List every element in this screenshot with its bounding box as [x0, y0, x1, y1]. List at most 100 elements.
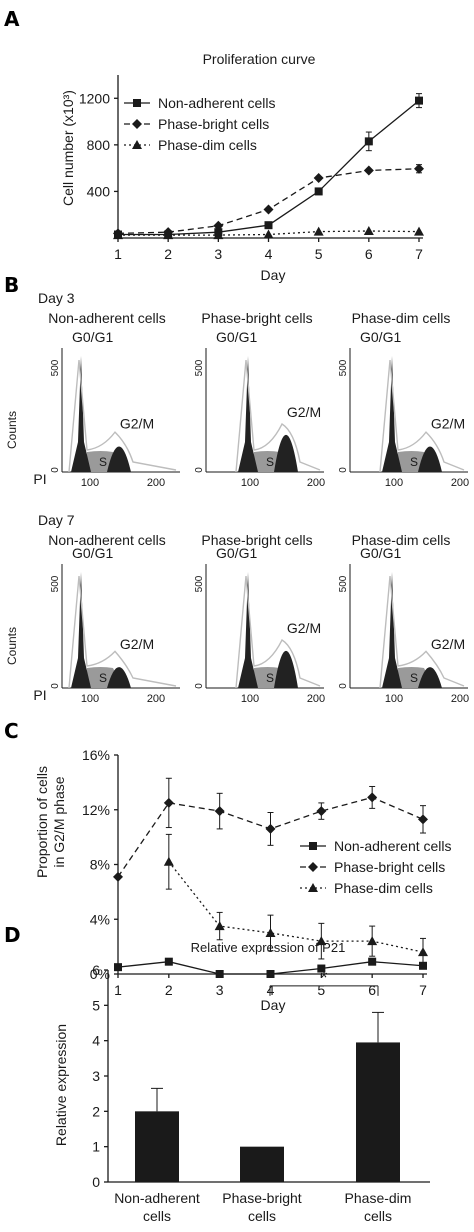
histogram-title: Phase-bright cells — [201, 532, 312, 548]
hist-xtick-label: 200 — [147, 477, 165, 489]
x-tick-label: 7 — [415, 246, 423, 262]
x-tick-label: 1 — [114, 246, 122, 262]
fit-outline — [379, 359, 465, 473]
s-label: S — [410, 455, 418, 469]
y-tick-label: 2 — [92, 1103, 100, 1119]
y-tick-label: 6 — [92, 962, 100, 978]
y-tick-label: 4% — [90, 911, 110, 927]
data-point-square — [215, 970, 224, 978]
g0g1-peak — [238, 356, 258, 472]
legend-label-1: Non-adherent cells — [158, 95, 276, 111]
data-point-triangle — [313, 226, 324, 236]
data-point-diamond — [414, 163, 424, 174]
hist-ylabel: Counts — [5, 627, 19, 665]
x-tick-label: 3 — [216, 982, 224, 998]
chart-d-title: Relative expression of P21 — [191, 940, 346, 955]
s-label: S — [410, 671, 418, 685]
fit-outline — [68, 359, 177, 473]
x-tick-label: 6 — [368, 982, 376, 998]
y-tick-label: 12% — [82, 802, 110, 818]
chart-a-ylabel: Cell number (x10³) — [60, 90, 76, 206]
g2m-label: G2/M — [287, 620, 321, 636]
hist-xtick-label: 200 — [451, 477, 469, 489]
data-point-triangle — [213, 230, 224, 240]
x-tick-label: 5 — [315, 246, 323, 262]
series-line-3 — [168, 861, 424, 953]
hist-xtick-label: 100 — [385, 693, 403, 705]
data-point-triangle — [163, 856, 174, 866]
chart-c-ylabel-line2: in G2/M phase — [51, 776, 67, 867]
data-point-triangle — [265, 927, 276, 937]
g0g1-peak — [238, 572, 258, 688]
data-point-diamond — [214, 806, 225, 817]
data-point-square — [364, 137, 373, 146]
proliferation-chart: Proliferation curve Day Cell number (x10… — [60, 51, 424, 283]
hist-ytick-label: 500 — [194, 575, 205, 592]
fit-outline — [235, 575, 321, 689]
legend-label-2: Phase-bright cells — [334, 859, 445, 875]
data-point-square — [164, 957, 173, 966]
hist-ytick-label: 500 — [338, 359, 349, 376]
hist-xtick-label: 200 — [147, 693, 165, 705]
g2m-label: G2/M — [287, 404, 321, 420]
data-point-triangle — [414, 226, 424, 236]
y-tick-label: 1 — [92, 1139, 100, 1155]
fit-outline — [235, 359, 321, 473]
s-label: S — [99, 671, 107, 685]
x-tick-label: 4 — [265, 246, 273, 262]
row-label: Day 3 — [38, 290, 75, 306]
data-point-diamond — [163, 797, 174, 808]
category-label: Phase-dim — [345, 1190, 412, 1206]
hist-xlabel: PI — [33, 687, 46, 703]
panel-label-b: B — [4, 273, 19, 297]
data-point-diamond — [265, 823, 276, 834]
panel-label-a: A — [4, 7, 20, 31]
data-point-triangle — [263, 229, 274, 239]
g0g1-label: G0/G1 — [360, 545, 401, 561]
data-point-diamond — [418, 814, 428, 825]
legend-marker-square — [309, 842, 317, 850]
data-point-square — [114, 963, 122, 972]
data-point-diamond — [363, 165, 374, 176]
chart-a-title: Proliferation curve — [203, 51, 316, 67]
y-tick-label: 1200 — [79, 90, 110, 106]
data-point-diamond — [313, 173, 324, 184]
legend-label-2: Phase-bright cells — [158, 116, 269, 132]
g2m-label: G2/M — [120, 636, 154, 652]
hist-xtick-label: 200 — [451, 693, 469, 705]
hist-ytick-label: 500 — [50, 575, 61, 592]
hist-xtick-label: 100 — [241, 477, 259, 489]
hist-ytick-zero: 0 — [194, 683, 205, 689]
y-tick-label: 800 — [87, 137, 111, 153]
data-point-triangle — [418, 947, 428, 957]
category-label: Phase-bright — [222, 1190, 301, 1206]
hist-ytick-zero: 0 — [50, 467, 61, 473]
chart-a-xlabel: Day — [261, 267, 286, 283]
data-point-triangle — [367, 936, 378, 946]
legend-label-3: Phase-dim cells — [158, 137, 257, 153]
legend-marker-triangle — [308, 883, 318, 892]
g2m-peak — [274, 434, 298, 472]
hist-xtick-label: 100 — [81, 693, 99, 705]
x-tick-label: 5 — [317, 982, 325, 998]
x-tick-label: 6 — [365, 246, 373, 262]
chart-c-ylabel-line1: Proportion of cells — [34, 766, 50, 878]
g2m-label: G2/M — [431, 415, 465, 431]
category-label: cells — [143, 1208, 171, 1224]
legend-label-3: Phase-dim cells — [334, 880, 433, 896]
hist-ytick-zero: 0 — [50, 683, 61, 689]
histogram-title: Phase-bright cells — [201, 310, 312, 326]
category-label: cells — [248, 1208, 276, 1224]
g0g1-label: G0/G1 — [216, 329, 257, 345]
hist-xtick-label: 200 — [307, 693, 325, 705]
hist-xtick-label: 100 — [241, 693, 259, 705]
s-label: S — [266, 671, 274, 685]
g2m-peak — [107, 446, 131, 472]
panel-label-d: D — [4, 923, 21, 947]
chart-c-xlabel: Day — [261, 997, 286, 1013]
p21-expression-chart: Relative expression of P21 Relative expr… — [53, 940, 430, 1224]
histogram-title: Phase-dim cells — [352, 532, 451, 548]
g0g1-peak — [382, 356, 402, 472]
